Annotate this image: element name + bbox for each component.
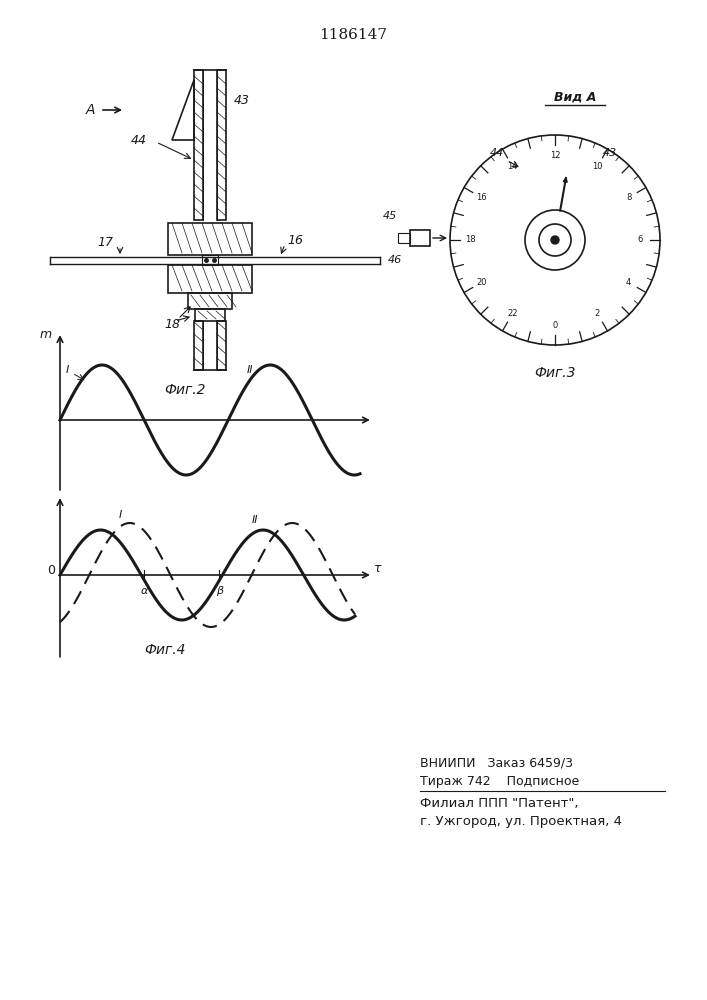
Text: А: А: [86, 103, 95, 117]
Text: Тираж 742    Подписное: Тираж 742 Подписное: [420, 774, 579, 788]
Text: β: β: [216, 586, 223, 596]
Bar: [195, 309, 225, 321]
Bar: [217, 70, 226, 220]
Bar: [188, 293, 232, 309]
Text: 1186147: 1186147: [319, 28, 387, 42]
Text: II: II: [247, 365, 254, 375]
Text: Вид А: Вид А: [554, 91, 596, 104]
Text: 2: 2: [595, 309, 600, 318]
Text: 22: 22: [507, 309, 518, 318]
Text: г. Ужгород, ул. Проектная, 4: г. Ужгород, ул. Проектная, 4: [420, 814, 622, 828]
Bar: [168, 265, 252, 293]
Text: 6: 6: [637, 235, 643, 244]
Text: II: II: [252, 515, 258, 525]
Text: 45: 45: [383, 211, 397, 221]
Text: τ: τ: [374, 562, 382, 576]
Bar: [194, 321, 203, 370]
Text: 10: 10: [592, 162, 603, 171]
Text: 18: 18: [464, 235, 475, 244]
Text: Фиг.2: Фиг.2: [164, 383, 206, 397]
Text: 14: 14: [507, 162, 518, 171]
Bar: [168, 223, 252, 255]
Circle shape: [551, 236, 559, 244]
Bar: [217, 321, 226, 370]
Text: Фиг.4: Фиг.4: [144, 643, 186, 657]
Text: 43: 43: [234, 94, 250, 106]
Text: 12: 12: [550, 150, 560, 159]
Text: ВНИИПИ   Заказ 6459/3: ВНИИПИ Заказ 6459/3: [420, 756, 573, 770]
Text: 20: 20: [476, 278, 486, 287]
Text: Филиал ППП "Патент",: Филиал ППП "Патент",: [420, 796, 578, 810]
Text: Фиг.3: Фиг.3: [534, 366, 575, 380]
Text: 46: 46: [388, 255, 402, 265]
Text: 0: 0: [552, 320, 558, 330]
Text: 44: 44: [131, 133, 147, 146]
Bar: [398, 233, 410, 243]
Text: 16: 16: [287, 233, 303, 246]
Bar: [194, 70, 203, 220]
Bar: [202, 255, 218, 265]
Text: 44: 44: [490, 148, 504, 158]
Text: 16: 16: [476, 193, 486, 202]
Text: 18: 18: [164, 318, 180, 330]
Text: I: I: [118, 510, 122, 520]
Text: 4: 4: [626, 278, 631, 287]
Text: I: I: [66, 365, 69, 375]
Text: 8: 8: [626, 193, 631, 202]
Text: 0: 0: [47, 564, 55, 576]
Polygon shape: [563, 178, 567, 182]
Text: 17: 17: [97, 235, 113, 248]
Text: m: m: [40, 328, 52, 342]
Bar: [410, 230, 430, 246]
Text: α: α: [141, 586, 148, 596]
Text: 43: 43: [602, 148, 617, 158]
